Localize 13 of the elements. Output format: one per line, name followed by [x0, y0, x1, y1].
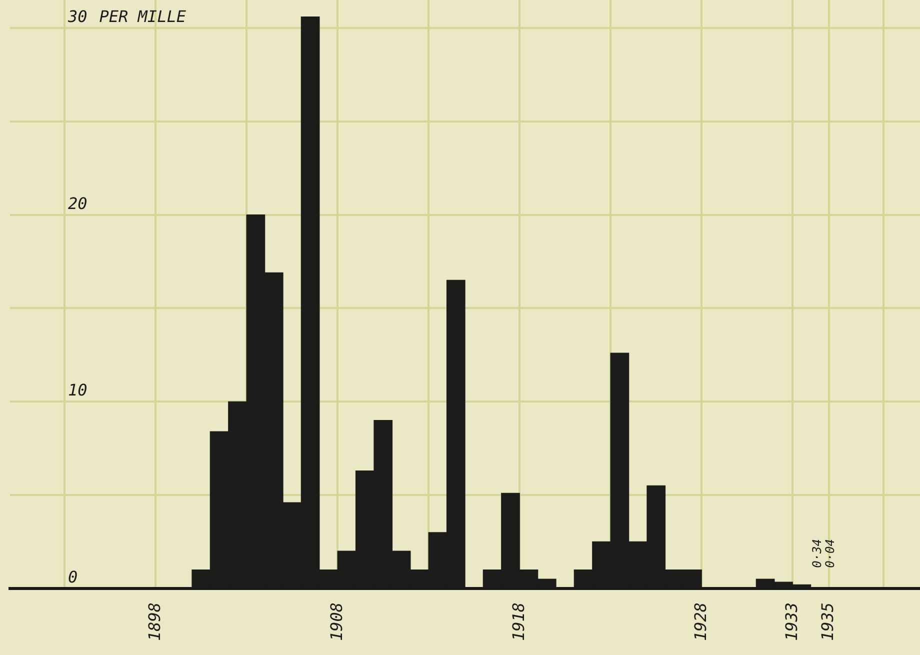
y-tick-label: 20: [68, 194, 88, 213]
x-tick-label: 1918: [508, 602, 528, 641]
x-tick-label: 1935: [818, 602, 838, 641]
x-tick-label: 1908: [326, 602, 346, 641]
x-tick-label: 1898: [144, 602, 164, 641]
y-axis-title: PER MILLE: [99, 7, 186, 26]
annotation: 0·34: [810, 539, 824, 568]
y-tick-label: 10: [68, 380, 88, 400]
y-tick-label: 30: [67, 7, 88, 26]
x-tick-label: 1928: [690, 602, 710, 641]
x-tick-label: 1933: [782, 602, 801, 641]
y-tick-label: 0: [68, 567, 78, 586]
annotation: 0·04: [823, 539, 837, 568]
